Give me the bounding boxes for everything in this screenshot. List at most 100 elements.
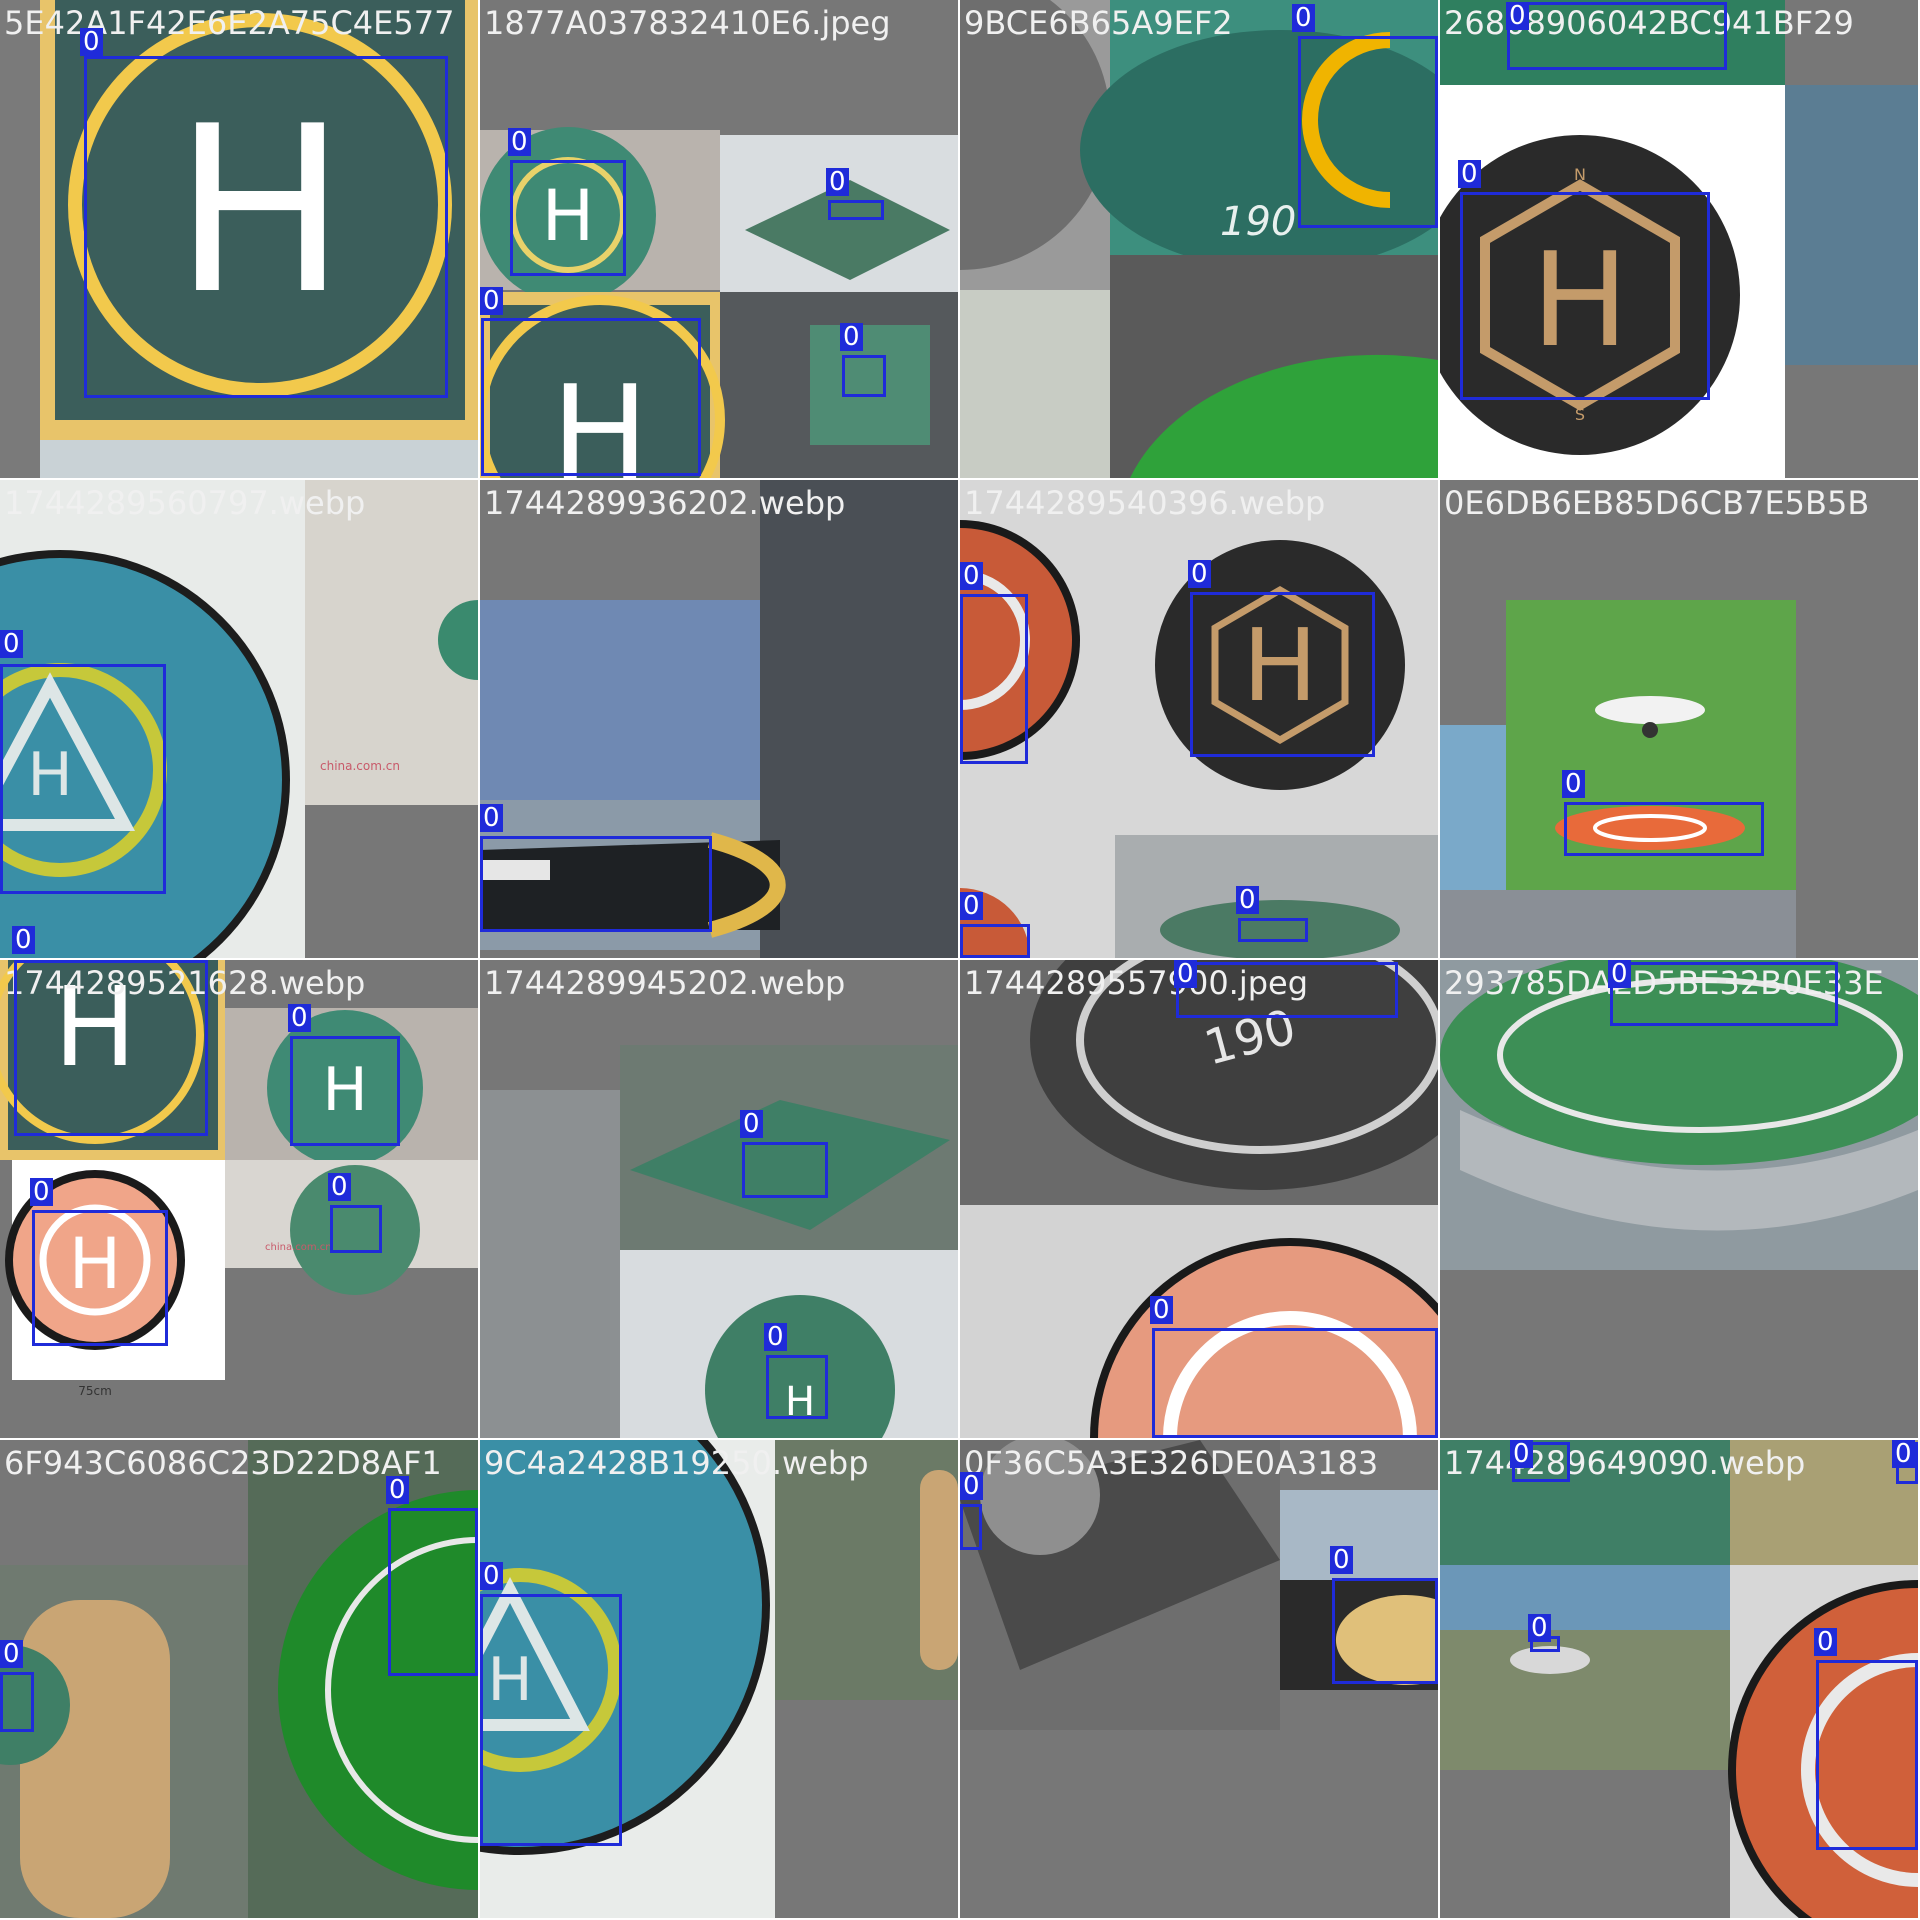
detection-box: [1152, 1328, 1438, 1438]
tile-image: H: [480, 960, 958, 1438]
tile-image: H H H 75cm china.com.cn: [0, 960, 478, 1438]
pad-letter: H: [487, 1645, 532, 1715]
mosaic-tile: H 1744289540396.webp 0 0 0 0: [960, 480, 1438, 958]
size-label: 75cm: [78, 1384, 112, 1398]
pad-letter: H: [1242, 607, 1317, 724]
compass-n: N: [1574, 165, 1586, 184]
detection-class-label: 0: [1188, 560, 1211, 588]
detection-box: [480, 1594, 622, 1846]
detection-box: [0, 664, 166, 894]
image-filename: 6F943C6086C23D22D8AF1: [4, 1444, 442, 1482]
detection-box: [481, 318, 701, 476]
detection-box: [388, 1508, 478, 1676]
mosaic-tile: 0F36C5A3E326DE0A3183 0 0: [960, 1440, 1438, 1918]
image-filename: 1744289521628.webp: [4, 964, 366, 1002]
detection-box: [960, 924, 1030, 958]
pad-number: 190: [1220, 199, 1296, 245]
image-filename: 1877A037832410E6.jpeg: [484, 4, 891, 42]
image-filename: 1744289540396.webp: [964, 484, 1326, 522]
detection-class-label: 0: [960, 562, 983, 590]
detection-class-label: 0: [1510, 1440, 1533, 1468]
pad-letter: H: [1531, 224, 1629, 376]
detection-class-label: 0: [740, 1110, 763, 1138]
image-filename: 0F36C5A3E326DE0A3183: [964, 1444, 1379, 1482]
image-filename: 1744289557900.jpeg: [964, 964, 1309, 1002]
detection-class-label: 0: [480, 287, 503, 315]
tile-image: [1440, 960, 1918, 1438]
detection-class-label: 0: [386, 1476, 409, 1504]
image-filename: 9BCE6B65A9EF2: [964, 4, 1233, 42]
pad-letter: H: [174, 78, 347, 345]
detection-box: [510, 160, 626, 276]
detection-box: [842, 355, 886, 397]
tile-image: [960, 1440, 1438, 1918]
detection-class-label: 0: [826, 168, 849, 196]
pad-letter: H: [27, 740, 72, 810]
compass-s: S: [1575, 405, 1585, 424]
mosaic-tile: 1744289649090.webp 0 0 0 0: [1440, 1440, 1918, 1918]
detection-class-label: 0: [1174, 960, 1197, 988]
detection-class-label: 0: [1330, 1546, 1353, 1574]
mosaic-tile: H H 1877A037832410E6.jpeg 0 0 0 0: [480, 0, 958, 478]
detection-class-label: 0: [80, 28, 103, 56]
detection-box: [1564, 802, 1764, 856]
detection-class-label: 0: [1608, 960, 1631, 988]
image-filename: 1744289649090.webp: [1444, 1444, 1806, 1482]
pad-letter: H: [542, 175, 595, 257]
pad-letter: H: [69, 1223, 122, 1305]
image-filename: 9C4a2428B19250.webp: [484, 1444, 869, 1482]
image-filename: 293785DAED5BE32B0E33E: [1444, 964, 1884, 1002]
image-filename: 1744289945202.webp: [484, 964, 846, 1002]
pad-letter: H: [322, 1055, 367, 1125]
detection-class-label: 0: [1150, 1296, 1173, 1324]
detection-box: [960, 594, 1028, 764]
detection-class-label: 0: [480, 804, 503, 832]
mosaic-tile: 0E6DB6EB85D6CB7E5B5B 0: [1440, 480, 1918, 958]
detection-box: [1332, 1578, 1438, 1684]
detection-class-label: 0: [0, 630, 23, 658]
detection-box: [84, 56, 448, 398]
tile-image: [480, 480, 958, 958]
mosaic-tile: H 9C4a2428B19250.webp 0: [480, 1440, 958, 1918]
detection-class-label: 0: [508, 128, 531, 156]
pad-letter: H: [551, 357, 649, 478]
detection-box: [1816, 1660, 1918, 1850]
detection-class-label: 0: [960, 1472, 983, 1500]
mosaic-tile: H 5E42A1F42E6E2A75C4E577 0: [0, 0, 478, 478]
detection-class-label: 0: [1528, 1614, 1551, 1642]
detection-box: [1610, 962, 1838, 1026]
tile-image: [0, 1440, 478, 1918]
watermark-text: china.com.cn: [320, 759, 400, 773]
detection-class-label: 0: [12, 926, 35, 954]
mosaic-tile: H 1744289945202.webp 0 0: [480, 960, 958, 1438]
detection-box: [1190, 592, 1375, 757]
detection-box: [1507, 2, 1727, 70]
detection-box: [330, 1205, 382, 1253]
image-filename: 1744289936202.webp: [484, 484, 846, 522]
detection-box: [1460, 192, 1710, 400]
detection-box: [766, 1355, 828, 1419]
detection-class-label: 0: [1814, 1628, 1837, 1656]
watermark-text: china.com.cn: [265, 1242, 332, 1253]
image-filename: 1744289560797.webp: [4, 484, 366, 522]
mosaic-tile: 1744289936202.webp 0: [480, 480, 958, 958]
image-filename: 5E42A1F42E6E2A75C4E577: [4, 4, 455, 42]
detection-box: [480, 836, 712, 932]
detection-box: [290, 1036, 400, 1146]
tile-image: H: [960, 480, 1438, 958]
tile-image: H: [0, 0, 478, 478]
detection-class-label: 0: [288, 1004, 311, 1032]
detection-class-label: 0: [328, 1173, 351, 1201]
detection-class-label: 0: [764, 1323, 787, 1351]
mosaic-tile: 293785DAED5BE32B0E33E 0: [1440, 960, 1918, 1438]
detection-box: [1238, 918, 1308, 942]
detection-box: [960, 1504, 982, 1550]
detection-class-label: 0: [1236, 886, 1259, 914]
tile-image: H H: [480, 0, 958, 478]
detection-box: [0, 1672, 34, 1732]
image-filename: 0E6DB6EB85D6CB7E5B5B: [1444, 484, 1870, 522]
detection-class-label: 0: [1506, 2, 1529, 30]
tile-image: 190: [960, 0, 1438, 478]
detection-class-label: 0: [840, 323, 863, 351]
